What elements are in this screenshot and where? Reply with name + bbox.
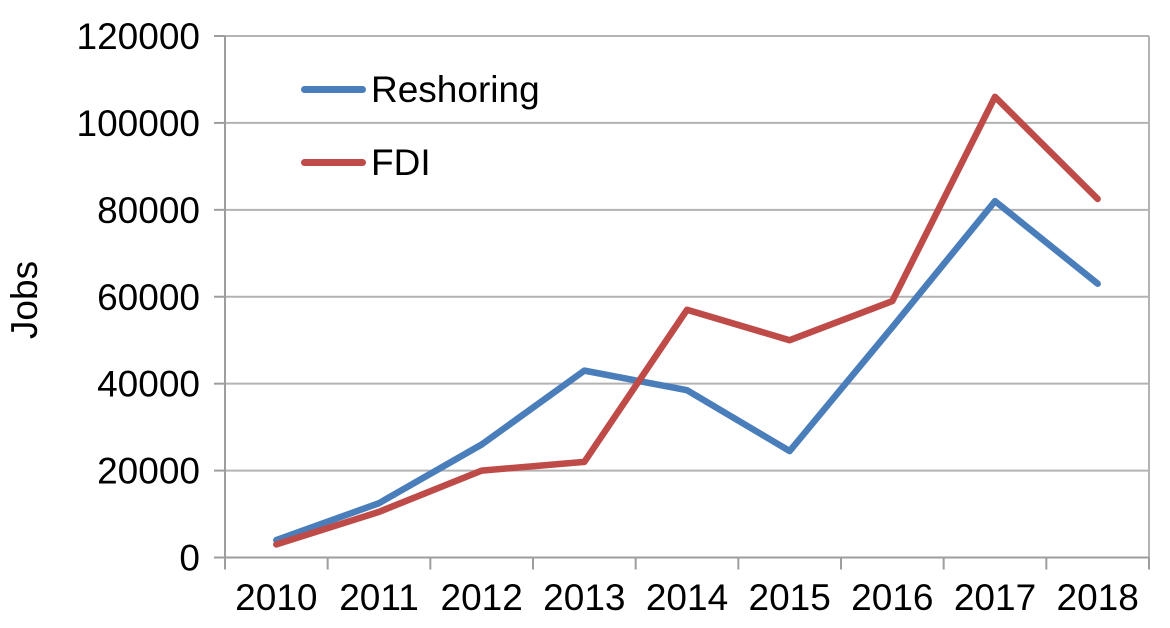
y-tick-label: 80000 <box>97 190 200 231</box>
y-tick-label: 20000 <box>97 451 200 492</box>
x-tick-label: 2010 <box>235 577 317 618</box>
reshoring-line-swatch-icon <box>301 86 366 93</box>
y-tick-label: 40000 <box>97 364 200 405</box>
y-tick-label: 100000 <box>77 103 200 144</box>
legend-item-reshoring: Reshoring <box>301 62 540 117</box>
x-tick-label: 2016 <box>851 577 933 618</box>
y-tick-label: 0 <box>179 538 200 579</box>
fdi-line-swatch-icon <box>301 159 366 166</box>
x-tick-label: 2011 <box>339 577 419 618</box>
legend-label-reshoring: Reshoring <box>371 68 540 110</box>
y-tick-label: 120000 <box>77 16 200 57</box>
chart-legend: Reshoring FDI <box>301 62 540 190</box>
x-tick-label: 2013 <box>543 577 625 618</box>
x-tick-label: 2012 <box>441 577 523 618</box>
x-tick-label: 2017 <box>954 577 1036 618</box>
y-axis-title: Jobs <box>4 260 45 340</box>
x-tick-label: 2014 <box>646 577 728 618</box>
series-line-fdi <box>273 93 1101 548</box>
y-tick-label: 60000 <box>97 277 200 318</box>
x-tick-label: 2018 <box>1057 577 1139 618</box>
x-tick-label: 2015 <box>749 577 831 618</box>
series-line-reshoring <box>273 197 1101 544</box>
legend-label-fdi: FDI <box>371 141 431 183</box>
legend-item-fdi: FDI <box>301 135 540 190</box>
